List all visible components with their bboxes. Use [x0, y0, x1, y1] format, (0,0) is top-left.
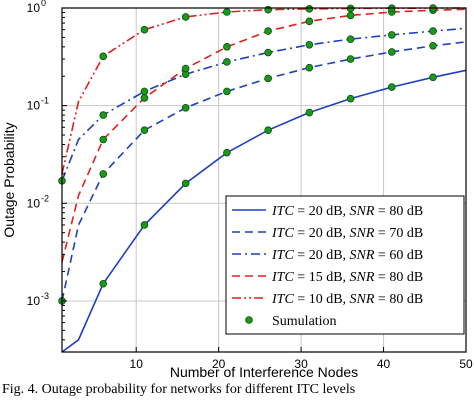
- simulation-point: [429, 27, 437, 35]
- simulation-point: [99, 111, 108, 119]
- simulation-point: [346, 94, 355, 103]
- simulation-point: [305, 108, 314, 117]
- legend-label-part: = 10 dB,: [294, 292, 350, 307]
- legend-label-part: = 20 dB,: [294, 204, 350, 219]
- series-line-3: [61, 27, 467, 182]
- x-tick-label: 10: [130, 357, 144, 371]
- legend-label-part: = 80 dB: [374, 270, 423, 285]
- legend-marker-simulation: [245, 316, 253, 324]
- simulation-point: [305, 63, 314, 72]
- series-line-4: [61, 8, 467, 263]
- y-tick-exponent: -1: [41, 96, 49, 106]
- x-axis-title: Number of Interference Nodes: [170, 364, 358, 380]
- simulation-point: [181, 104, 190, 112]
- y-tick-exponent: -2: [41, 193, 49, 203]
- legend-label-part: ITC: [271, 204, 294, 219]
- simulation-point: [223, 87, 231, 96]
- simulation-point: [140, 126, 149, 135]
- y-tick-exponent: 0: [41, 0, 46, 8]
- y-axis-title: Outage Probability: [1, 122, 17, 237]
- simulation-point: [223, 148, 231, 157]
- simulation-point: [99, 279, 108, 288]
- legend-box: [225, 195, 465, 335]
- simulation-point: [305, 17, 314, 26]
- x-tick-label: 20: [212, 357, 226, 371]
- y-tick-label: 10: [27, 99, 41, 113]
- legend-label-part: = 20 dB,: [294, 226, 350, 241]
- simulation-point: [305, 40, 314, 49]
- legend-label-part: SNR: [350, 226, 375, 241]
- simulation-point: [99, 135, 108, 144]
- simulation-point: [223, 58, 231, 66]
- x-tick-label: 30: [294, 357, 308, 371]
- x-tick-label: 50: [459, 357, 473, 371]
- simulation-markers: [58, 4, 437, 305]
- simulation-point: [429, 42, 437, 50]
- simulation-point: [264, 27, 272, 35]
- simulation-point: [346, 55, 355, 63]
- simulation-point: [429, 73, 437, 82]
- legend-label-part: SNR: [350, 270, 375, 285]
- simulation-point: [264, 5, 272, 14]
- y-tick-label: 10: [27, 1, 41, 15]
- legend-label-part: = 15 dB,: [294, 270, 350, 285]
- simulation-point: [223, 8, 231, 16]
- legend-label-part: SNR: [350, 204, 375, 219]
- simulation-point: [264, 74, 272, 83]
- simulation-point: [387, 48, 396, 56]
- plot-frame: [61, 7, 467, 353]
- simulation-point: [387, 83, 396, 91]
- legend-label-part: = 70 dB: [374, 226, 423, 241]
- legend-label-5: ITC = 10 dB, SNR = 80 dB: [271, 292, 423, 307]
- legend-label-part: = 80 dB: [374, 204, 423, 219]
- simulation-point: [181, 179, 190, 188]
- simulation-point: [264, 48, 272, 57]
- simulation-point: [99, 52, 108, 61]
- series-line-2: [61, 41, 467, 302]
- simulation-point: [264, 126, 272, 135]
- legend-label-part: ITC: [271, 226, 294, 241]
- simulation-point: [181, 64, 190, 73]
- simulation-point: [346, 35, 355, 43]
- y-tick-exponent: -3: [41, 291, 49, 301]
- simulation-point: [387, 31, 396, 39]
- simulation-point: [140, 25, 149, 34]
- legend-label-4: ITC = 15 dB, SNR = 80 dB: [271, 270, 423, 285]
- y-tick-label: 10: [27, 196, 41, 210]
- legend-label-1: ITC = 20 dB, SNR = 80 dB: [271, 204, 423, 219]
- legend-label-part: = 60 dB: [374, 248, 423, 263]
- simulation-point: [99, 170, 108, 178]
- legend-label-part: SNR: [350, 248, 375, 263]
- simulation-point: [140, 221, 149, 229]
- legend-label-part: ITC: [271, 270, 294, 285]
- simulation-point: [223, 43, 231, 51]
- figure-caption: Fig. 4. Outage probability for networks …: [2, 382, 356, 397]
- legend-label-part: ITC: [271, 292, 294, 307]
- simulation-point: [346, 11, 355, 20]
- legend-label-simulation: Sumulation: [272, 314, 337, 329]
- x-tick-label: 40: [377, 357, 391, 371]
- legend-label-2: ITC = 20 dB, SNR = 70 dB: [271, 226, 423, 241]
- simulation-point: [305, 5, 314, 13]
- legend-label-part: SNR: [350, 292, 375, 307]
- legend-label-part: = 80 dB: [374, 292, 423, 307]
- legend-label-3: ITC = 20 dB, SNR = 60 dB: [271, 248, 423, 263]
- y-tick-label: 10: [27, 294, 41, 308]
- legend-label-part: ITC: [271, 248, 294, 263]
- legend-label-part: = 20 dB,: [294, 248, 350, 263]
- series-line-1: [61, 69, 467, 353]
- simulation-point: [140, 94, 149, 102]
- simulation-point: [140, 87, 149, 96]
- simulation-point: [181, 13, 190, 21]
